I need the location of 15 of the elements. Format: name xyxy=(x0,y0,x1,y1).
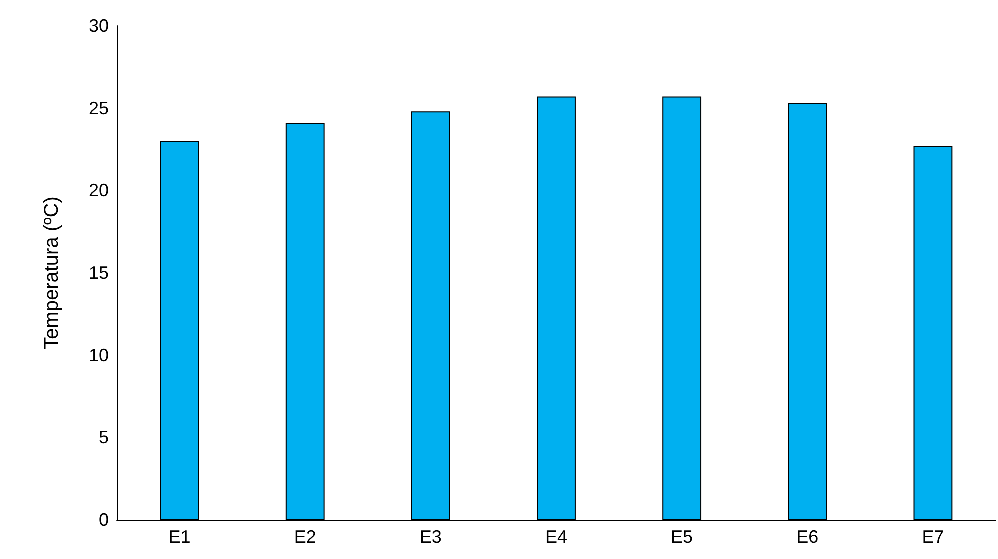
x-tick-label: E7 xyxy=(922,527,944,547)
x-tick-label: E4 xyxy=(545,527,568,547)
y-tick-label: 5 xyxy=(98,428,109,448)
y-tick-label: 10 xyxy=(88,345,109,366)
x-tick-label: E2 xyxy=(294,527,316,547)
y-tick-label: 25 xyxy=(88,98,109,118)
y-tick-label: 30 xyxy=(88,16,109,36)
x-tick-label: E5 xyxy=(671,527,694,547)
x-tick-label: E6 xyxy=(796,527,819,547)
y-tick-label: 20 xyxy=(88,180,109,201)
y-tick-label: 15 xyxy=(88,263,109,283)
x-tick-label: E3 xyxy=(420,527,442,547)
y-axis-title: Temperatura (ºC) xyxy=(41,196,63,350)
x-tick-label: E1 xyxy=(168,527,191,547)
y-tick-label: 0 xyxy=(98,510,109,530)
